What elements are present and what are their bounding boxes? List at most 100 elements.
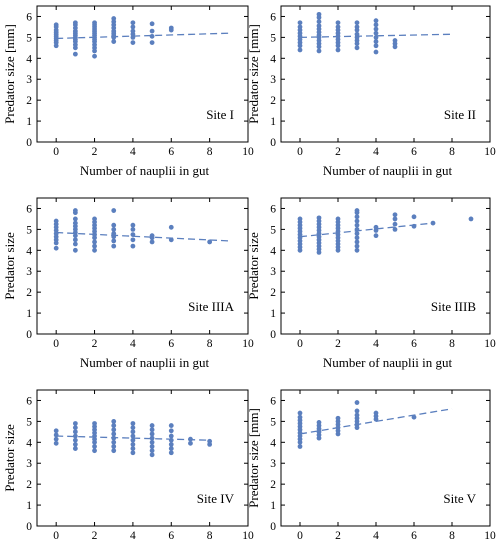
- data-point: [72, 51, 78, 57]
- y-tick-label: 5: [26, 416, 32, 428]
- x-tick-label: 2: [92, 530, 98, 542]
- data-point: [354, 243, 360, 249]
- trend-line: [56, 32, 229, 40]
- trend-line: [56, 435, 210, 441]
- data-point: [392, 221, 398, 227]
- y-tick-label: 0: [26, 521, 32, 533]
- data-point: [297, 47, 303, 53]
- data-point: [468, 216, 474, 222]
- data-point: [354, 31, 360, 37]
- data-point: [92, 448, 97, 454]
- data-point: [373, 18, 379, 24]
- data-point: [72, 442, 78, 447]
- x-tick-label: 10: [484, 530, 496, 542]
- x-tick-label: 6: [168, 146, 174, 158]
- y-tick-label: 2: [270, 479, 276, 491]
- data-point: [188, 440, 193, 446]
- data-point: [316, 215, 322, 221]
- y-axis-label: Predator size: [246, 232, 261, 300]
- data-point: [111, 16, 117, 21]
- data-point: [92, 216, 97, 222]
- data-point: [354, 412, 360, 418]
- x-axis-label: Number of nauplii in gut: [80, 547, 210, 550]
- data-point: [72, 247, 78, 253]
- data-point: [92, 247, 97, 253]
- data-point: [297, 414, 303, 420]
- data-point: [297, 20, 303, 26]
- data-point: [53, 22, 59, 28]
- plot-frame: [36, 5, 249, 143]
- x-tick-label: 8: [207, 146, 213, 158]
- y-tick-label: 5: [26, 32, 32, 44]
- data-point: [72, 429, 78, 435]
- trend-line: [299, 222, 434, 238]
- data-point: [411, 223, 417, 229]
- x-tick-label: 0: [297, 338, 303, 350]
- y-tick-label: 6: [270, 203, 276, 215]
- x-tick-label: 10: [242, 338, 254, 350]
- data-point: [168, 450, 174, 456]
- data-point: [92, 243, 97, 249]
- y-tick-label: 2: [270, 287, 276, 299]
- data-point: [149, 439, 155, 445]
- site-label: Site II: [444, 107, 476, 122]
- data-point: [111, 431, 117, 437]
- data-point: [354, 208, 360, 213]
- x-tick-label: 2: [335, 338, 341, 350]
- x-tick-label: 10: [484, 338, 496, 350]
- y-tick-label: 6: [270, 11, 276, 23]
- data-point: [72, 433, 78, 439]
- y-tick-label: 6: [270, 395, 276, 407]
- data-point: [207, 438, 213, 444]
- data-point: [354, 20, 360, 26]
- data-point: [316, 23, 322, 29]
- data-point: [335, 47, 341, 53]
- y-tick-label: 6: [26, 395, 32, 407]
- data-point: [72, 220, 78, 226]
- panel-2: 0 2 4 6 8 10 0 1 2 3 4 5 6 Site II Number of nauplii i…: [246, 5, 496, 178]
- data-point: [335, 24, 341, 30]
- data-point: [111, 231, 117, 236]
- data-point: [354, 231, 360, 236]
- data-point: [373, 224, 379, 230]
- x-tick-label: 8: [207, 338, 213, 350]
- data-point: [354, 45, 360, 51]
- data-point: [111, 208, 117, 213]
- y-tick-label: 4: [270, 53, 276, 65]
- data-point: [373, 49, 379, 55]
- data-point: [392, 212, 398, 218]
- x-tick-label: 6: [411, 146, 417, 158]
- panel-1: 0 2 4 6 8 10 0 1 2 3 4 5 6 Site I Number of nauplii in…: [2, 5, 254, 178]
- x-tick-label: 10: [484, 146, 496, 158]
- data-point: [72, 425, 78, 431]
- y-tick-label: 5: [26, 224, 32, 236]
- data-point: [130, 226, 136, 232]
- y-tick-label: 3: [270, 266, 276, 278]
- data-point: [53, 218, 59, 224]
- x-tick-label: 4: [373, 146, 379, 158]
- data-point: [130, 237, 136, 243]
- x-tick-label: 6: [411, 338, 417, 350]
- data-point: [149, 40, 155, 46]
- data-point: [130, 450, 136, 456]
- data-point: [149, 444, 155, 449]
- data-point: [149, 423, 155, 428]
- y-tick-label: 4: [26, 245, 32, 257]
- data-point: [335, 20, 341, 26]
- data-point: [72, 446, 78, 451]
- data-point: [111, 418, 117, 424]
- data-point: [168, 237, 174, 243]
- site-label: Site I: [206, 107, 234, 122]
- data-point: [53, 428, 59, 434]
- x-tick-label: 0: [53, 338, 59, 350]
- y-tick-label: 1: [26, 116, 32, 128]
- site-label: Site IIIA: [188, 299, 234, 314]
- x-tick-label: 4: [373, 530, 379, 542]
- y-tick-label: 6: [26, 11, 32, 23]
- data-point: [130, 437, 136, 443]
- plot-frame: [280, 5, 491, 143]
- y-tick-label: 5: [270, 416, 276, 428]
- y-tick-label: 4: [270, 437, 276, 449]
- data-point: [149, 435, 155, 441]
